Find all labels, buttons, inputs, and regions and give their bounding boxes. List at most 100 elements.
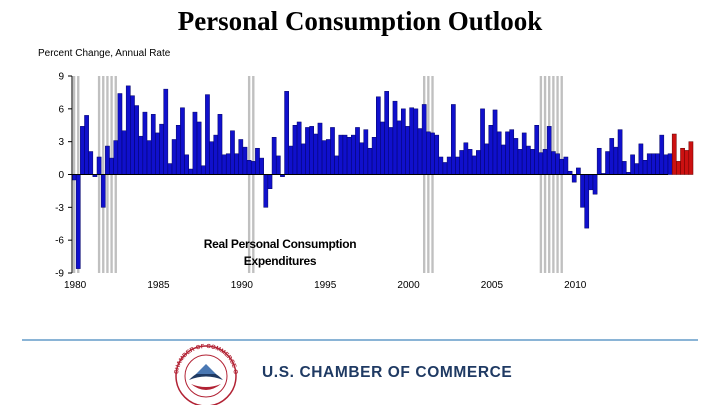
bar [584,174,590,229]
bar [300,143,306,175]
bar [388,127,394,175]
series-annotation: Real Personal Consumption Expenditures [190,236,370,270]
bar [442,162,448,175]
bar [492,109,498,175]
bar [559,158,565,175]
bar [392,100,398,175]
bar [96,156,102,175]
bar [380,121,385,175]
bar [621,161,627,175]
bar [271,137,277,175]
bar [205,94,210,175]
bar [113,140,119,175]
bar [213,134,219,175]
bar [117,93,123,175]
bar [305,127,310,175]
bar [530,149,535,175]
bar [384,91,390,175]
bar [634,163,640,175]
bar [188,168,194,175]
bar [171,139,177,175]
x-tick-label: 2005 [481,280,504,291]
bar [259,157,264,175]
bar [167,163,173,175]
x-tick-label: 2000 [397,280,420,291]
bar [146,140,152,175]
bar [592,174,598,195]
chart-title: Personal Consumption Outlook [177,6,543,36]
bar [263,174,269,208]
bar [267,174,273,189]
forecast-bar [676,161,681,175]
y-tick-label: 6 [58,104,64,115]
bar [434,134,440,175]
bar [155,132,160,175]
annotation-line-1: Real Personal Consumption [203,237,357,251]
bar [521,132,527,175]
bar [480,108,485,175]
bar [409,107,415,175]
bar [105,145,110,175]
bar [309,126,314,175]
bar [659,134,665,175]
bar [476,150,481,175]
bar [555,153,560,175]
x-tick-label: 1990 [231,280,254,291]
bar [275,155,281,175]
bar [596,147,602,175]
bar [80,126,85,175]
bar [230,130,235,175]
x-tick-label: 1995 [314,280,337,291]
bar [284,91,289,175]
bar-series [71,85,694,269]
y-tick-label: 0 [58,170,64,181]
bar [580,174,585,208]
bar [426,131,431,175]
bar [505,131,510,175]
bar [488,125,494,175]
y-tick-label: -3 [55,203,64,214]
bar [630,154,635,175]
bar [563,156,569,175]
bar [451,104,456,175]
bar [421,104,427,175]
bar [646,153,652,175]
bar [150,114,156,175]
bar [71,174,77,181]
chamber-seal-logo: CHAMBER OF COMMERCE OF THE UNITED STATES… [168,340,238,405]
bar [246,160,252,175]
bar [134,105,139,175]
bar [225,153,231,175]
bar [534,125,540,175]
bar [325,139,331,175]
bar [438,156,444,175]
bar [571,174,577,183]
bar [350,134,356,175]
bar [130,95,135,175]
bar [546,126,552,175]
bar [655,153,660,175]
bar [551,151,556,175]
bar [496,131,502,175]
bar [509,129,515,175]
bar [501,144,506,175]
bar [513,138,519,175]
bar [125,85,131,175]
bar [88,151,94,175]
bar [121,130,127,175]
bar [75,174,81,269]
bar [100,174,106,208]
bar [613,146,619,175]
bar [255,147,260,175]
bar [617,129,623,175]
x-tick-label: 1985 [147,280,170,291]
y-tick-label: -9 [55,269,64,280]
bar [192,111,198,175]
forecast-bar [684,150,690,175]
bar [288,145,294,175]
bar [217,114,223,175]
bar [538,152,544,175]
bar [588,174,594,191]
